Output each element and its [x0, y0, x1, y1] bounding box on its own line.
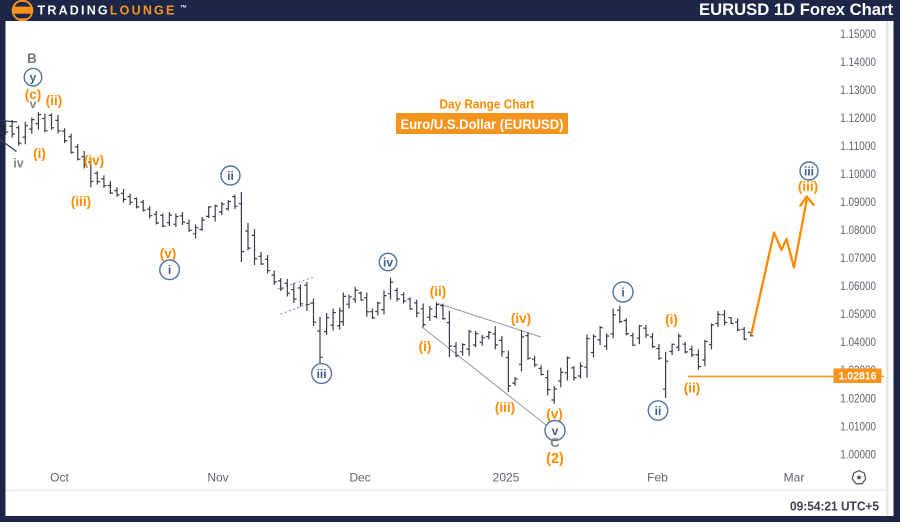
svg-text:Mar: Mar: [784, 471, 805, 485]
svg-text:ii: ii: [655, 404, 662, 418]
svg-text:1.15000: 1.15000: [840, 27, 876, 41]
svg-text:(ii): (ii): [430, 284, 447, 299]
svg-text:1.12000: 1.12000: [840, 111, 876, 125]
svg-text:iv: iv: [13, 157, 23, 171]
svg-text:v: v: [30, 97, 37, 111]
svg-text:TRADINGLOUNGE: TRADINGLOUNGE: [38, 4, 177, 18]
svg-text:(2): (2): [546, 451, 564, 467]
svg-text:(v): (v): [160, 246, 177, 261]
svg-text:™: ™: [180, 5, 187, 12]
svg-text:Dec: Dec: [349, 471, 370, 485]
svg-text:Oct: Oct: [50, 471, 69, 485]
svg-text:(v): (v): [546, 407, 563, 422]
svg-text:(iv): (iv): [84, 153, 104, 168]
svg-text:1.04000: 1.04000: [840, 335, 876, 349]
svg-text:B: B: [27, 51, 37, 66]
svg-text:1.08000: 1.08000: [840, 223, 876, 237]
svg-text:1.09000: 1.09000: [840, 195, 876, 209]
svg-text:Feb: Feb: [647, 471, 668, 485]
svg-text:iii: iii: [317, 367, 327, 381]
svg-text:EURUSD 1D Forex Chart: EURUSD 1D Forex Chart: [699, 0, 893, 19]
svg-text:(iv): (iv): [511, 311, 531, 326]
svg-text:Euro/U.S.Dollar (EURUSD): Euro/U.S.Dollar (EURUSD): [401, 116, 564, 132]
svg-text:iii: iii: [804, 164, 814, 178]
svg-text:2025: 2025: [493, 471, 520, 485]
svg-text:(iii): (iii): [495, 400, 515, 415]
svg-text:1.02816: 1.02816: [839, 371, 877, 383]
svg-text:i: i: [621, 285, 624, 299]
svg-text:1.11000: 1.11000: [840, 139, 876, 153]
svg-text:iv: iv: [383, 255, 393, 269]
svg-text:(i): (i): [33, 146, 46, 161]
svg-text:C: C: [550, 435, 560, 450]
svg-text:1.07000: 1.07000: [840, 251, 876, 265]
svg-text:Nov: Nov: [207, 471, 228, 485]
svg-text:i: i: [168, 263, 171, 277]
svg-text:1.01000: 1.01000: [840, 419, 876, 433]
svg-text:y: y: [30, 71, 37, 85]
svg-text:1.06000: 1.06000: [840, 279, 876, 293]
svg-text:(ii): (ii): [46, 93, 63, 108]
svg-text:(i): (i): [665, 312, 678, 327]
svg-text:1.10000: 1.10000: [840, 167, 876, 181]
svg-text:(ii): (ii): [684, 381, 701, 396]
svg-text:1.14000: 1.14000: [840, 55, 876, 69]
svg-text:09:54:21 UTC+5: 09:54:21 UTC+5: [790, 499, 879, 514]
svg-text:1.00000: 1.00000: [840, 447, 876, 461]
svg-text:1.05000: 1.05000: [840, 307, 876, 321]
svg-text:Day Range Chart: Day Range Chart: [440, 97, 536, 111]
svg-text:1.13000: 1.13000: [840, 83, 876, 97]
svg-text:(iii): (iii): [71, 194, 91, 209]
svg-text:ii: ii: [227, 169, 234, 183]
svg-text:(i): (i): [419, 339, 432, 354]
svg-text:(iii): (iii): [798, 179, 818, 194]
svg-text:1.02000: 1.02000: [840, 391, 876, 405]
